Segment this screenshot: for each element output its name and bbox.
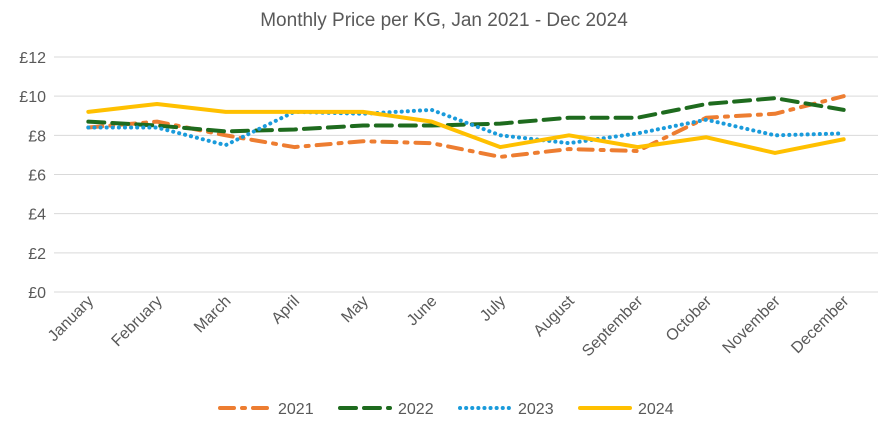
x-tick-label: July [477,293,509,325]
legend-label: 2021 [278,401,314,418]
legend-label: 2022 [398,401,434,418]
x-tick-label: September [579,292,647,360]
y-tick-label: £12 [19,50,46,67]
x-tick-label: April [269,293,304,328]
x-tick-label: August [531,292,579,340]
x-tick-label: June [404,293,441,330]
x-tick-label: January [45,293,97,345]
x-tick-label: December [788,292,853,357]
x-tick-label: November [720,292,785,357]
legend-label: 2023 [518,401,554,418]
y-tick-label: £4 [28,207,46,224]
y-tick-label: £6 [28,168,46,185]
y-tick-label: £2 [28,246,46,263]
x-tick-label: February [109,293,166,350]
legend-label: 2024 [638,401,674,418]
x-tick-label: October [663,292,716,345]
y-tick-label: £0 [28,285,46,302]
x-tick-label: May [338,293,371,326]
x-tick-label: March [191,293,234,336]
chart-title: Monthly Price per KG, Jan 2021 - Dec 202… [260,10,628,31]
series-line-2023 [88,110,843,145]
y-tick-label: £10 [19,89,46,106]
y-tick-label: £8 [28,128,46,145]
